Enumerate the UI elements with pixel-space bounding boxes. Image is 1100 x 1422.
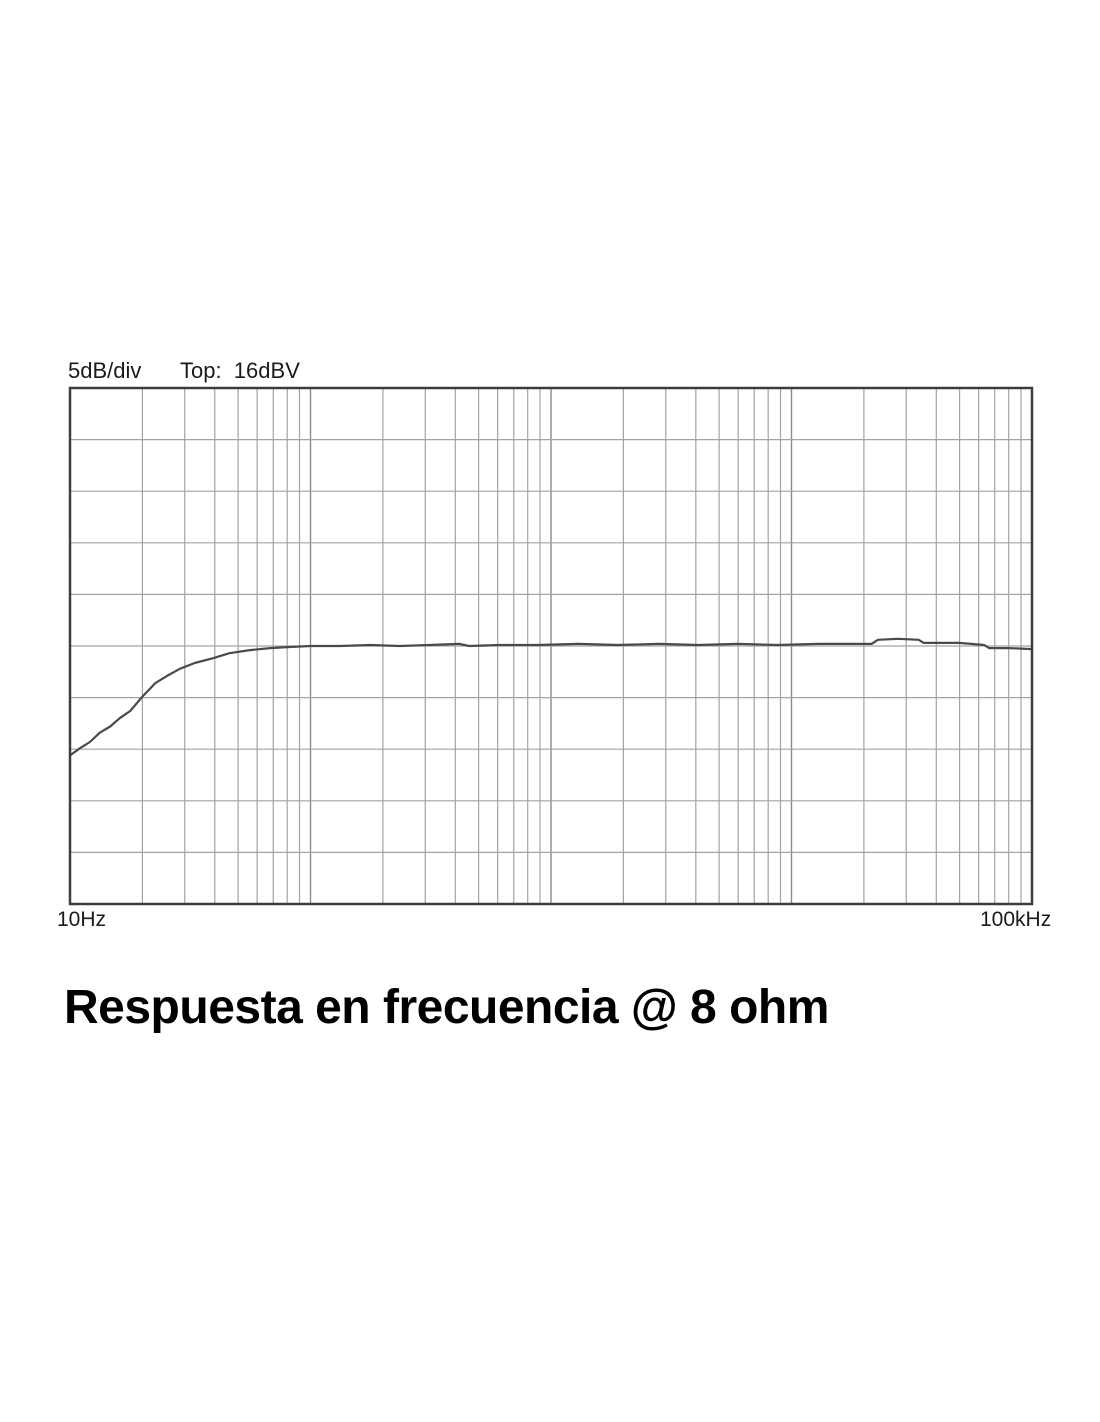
chart-title: Respuesta en frecuencia @ 8 ohm xyxy=(64,981,829,1034)
plot-border-rect xyxy=(68,386,1034,906)
plot-border xyxy=(68,386,1034,906)
response-curve-line xyxy=(69,637,1033,757)
chart-header: 5dB/div Top: 16dBV xyxy=(68,358,300,384)
y-scale-label: 5dB/div xyxy=(68,358,142,383)
response-curve xyxy=(69,637,1033,757)
x-axis-max-label: 100kHz xyxy=(980,908,1052,931)
horizontal-gridlines xyxy=(70,438,1032,853)
x-axis-min-label: 10Hz xyxy=(57,908,107,931)
top-reference-label: Top: 16dBV xyxy=(180,358,300,383)
frequency-response-plot xyxy=(68,386,1034,906)
